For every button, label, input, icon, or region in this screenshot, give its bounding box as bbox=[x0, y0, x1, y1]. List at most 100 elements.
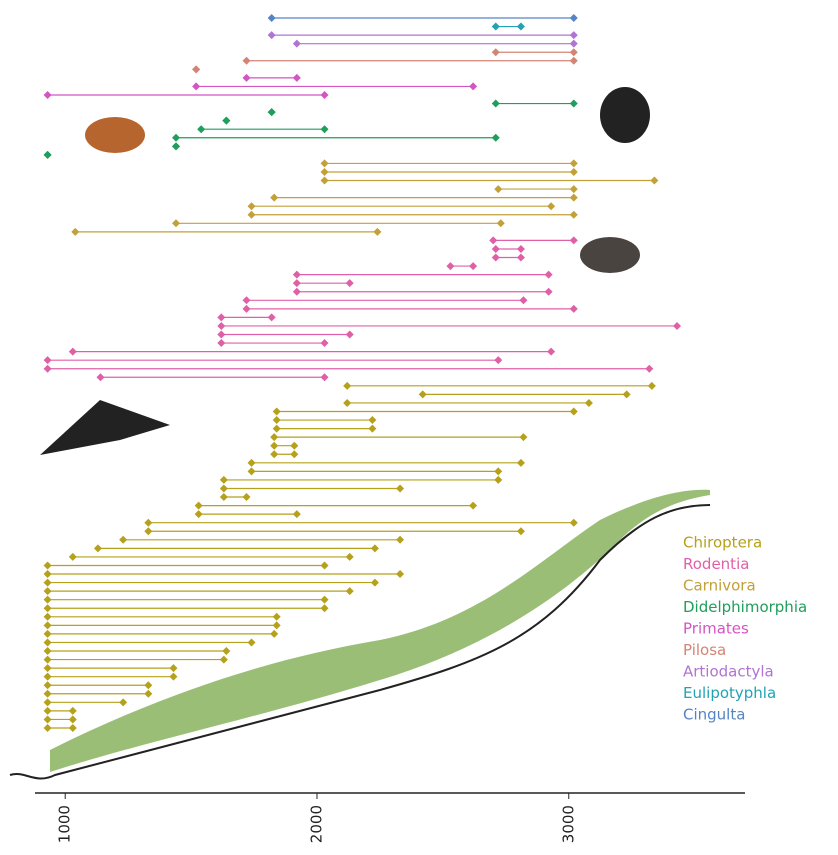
range-endpoint bbox=[171, 133, 180, 142]
legend-entry: Primates bbox=[683, 620, 749, 638]
range-endpoint bbox=[516, 458, 525, 467]
range-endpoint bbox=[489, 236, 498, 245]
range-endpoint bbox=[320, 339, 329, 348]
range-endpoint bbox=[43, 570, 52, 579]
range-endpoint bbox=[491, 244, 500, 253]
range-endpoint bbox=[569, 518, 578, 527]
range-endpoint bbox=[547, 202, 556, 211]
range-endpoint bbox=[247, 202, 256, 211]
range-endpoint bbox=[247, 458, 256, 467]
range-endpoint bbox=[292, 39, 301, 48]
range-endpoint bbox=[144, 689, 153, 698]
range-endpoint bbox=[43, 724, 52, 732]
range-endpoint bbox=[469, 262, 478, 271]
range-endpoint bbox=[43, 638, 52, 647]
range-endpoint bbox=[320, 167, 329, 176]
range-endpoint bbox=[194, 510, 203, 519]
range-endpoint bbox=[569, 407, 578, 416]
range-endpoint bbox=[343, 398, 352, 407]
range-endpoint bbox=[192, 82, 201, 91]
range-endpoint bbox=[345, 552, 354, 561]
range-endpoint bbox=[242, 493, 251, 502]
range-endpoint bbox=[272, 612, 281, 621]
range-endpoint bbox=[169, 664, 178, 673]
range-endpoint bbox=[242, 56, 251, 65]
range-endpoint bbox=[516, 253, 525, 262]
range-endpoint bbox=[219, 655, 228, 664]
range-endpoint bbox=[418, 390, 427, 399]
range-endpoint bbox=[647, 381, 656, 390]
range-endpoint bbox=[516, 244, 525, 253]
range-endpoint bbox=[368, 416, 377, 425]
range-endpoint bbox=[469, 82, 478, 91]
range-endpoint bbox=[43, 595, 52, 604]
range-endpoint bbox=[119, 698, 128, 707]
range-endpoint bbox=[569, 167, 578, 176]
range-endpoint bbox=[569, 185, 578, 194]
range-endpoint bbox=[93, 544, 102, 553]
range-endpoint bbox=[496, 219, 505, 228]
range-endpoint bbox=[494, 475, 503, 484]
range-endpoint bbox=[68, 552, 77, 561]
range-endpoint bbox=[267, 14, 276, 22]
range-endpoint bbox=[494, 185, 503, 194]
range-endpoint bbox=[68, 706, 77, 715]
range-endpoint bbox=[96, 373, 105, 382]
range-endpoint bbox=[68, 347, 77, 356]
range-endpoint bbox=[222, 647, 231, 656]
range-endpoint bbox=[569, 236, 578, 245]
range-endpoint bbox=[469, 501, 478, 510]
range-endpoint bbox=[247, 210, 256, 219]
x-tick-label: 2000 bbox=[307, 805, 325, 843]
range-endpoint bbox=[569, 159, 578, 168]
legend-entry: Pilosa bbox=[683, 641, 726, 659]
range-endpoint bbox=[217, 339, 226, 348]
range-endpoint bbox=[242, 73, 251, 82]
range-endpoint bbox=[290, 450, 299, 459]
range-endpoint bbox=[622, 390, 631, 399]
range-endpoint bbox=[43, 612, 52, 621]
range-endpoint bbox=[68, 724, 77, 732]
range-endpoint bbox=[569, 210, 578, 219]
range-endpoint bbox=[292, 270, 301, 279]
range-endpoint bbox=[171, 219, 180, 228]
range-endpoint bbox=[292, 510, 301, 519]
range-endpoint bbox=[396, 535, 405, 544]
range-endpoint bbox=[217, 321, 226, 330]
range-endpoint bbox=[320, 561, 329, 570]
range-endpoint bbox=[494, 467, 503, 476]
range-endpoint bbox=[584, 398, 593, 407]
range-endpoint bbox=[68, 715, 77, 724]
range-endpoint bbox=[320, 373, 329, 382]
legend-entry: Artiodactyla bbox=[683, 663, 774, 681]
range-endpoint bbox=[267, 313, 276, 322]
range-endpoint bbox=[43, 664, 52, 673]
range-endpoint bbox=[544, 270, 553, 279]
range-endpoint bbox=[219, 493, 228, 502]
range-endpoint bbox=[222, 116, 231, 125]
range-endpoint bbox=[569, 56, 578, 65]
range-endpoint bbox=[491, 48, 500, 57]
range-endpoint bbox=[272, 407, 281, 416]
range-endpoint bbox=[491, 133, 500, 142]
range-endpoint bbox=[43, 647, 52, 656]
range-endpoint bbox=[516, 527, 525, 536]
range-endpoint bbox=[43, 150, 52, 159]
range-endpoint bbox=[270, 433, 279, 442]
range-endpoint bbox=[320, 90, 329, 99]
range-endpoint bbox=[544, 287, 553, 296]
range-endpoint bbox=[197, 125, 206, 134]
range-endpoint bbox=[270, 450, 279, 459]
range-endpoint bbox=[569, 48, 578, 57]
range-endpoint bbox=[171, 142, 180, 151]
range-endpoint bbox=[373, 227, 382, 236]
range-endpoint bbox=[569, 304, 578, 313]
legend-entry: Didelphimorphia bbox=[683, 598, 807, 616]
range-endpoint bbox=[43, 621, 52, 630]
range-endpoint bbox=[494, 356, 503, 365]
animal-illustrations bbox=[40, 87, 650, 455]
legend-entry: Rodentia bbox=[683, 555, 749, 573]
range-endpoint bbox=[270, 193, 279, 202]
range-endpoint bbox=[43, 364, 52, 373]
range-endpoint bbox=[320, 159, 329, 168]
